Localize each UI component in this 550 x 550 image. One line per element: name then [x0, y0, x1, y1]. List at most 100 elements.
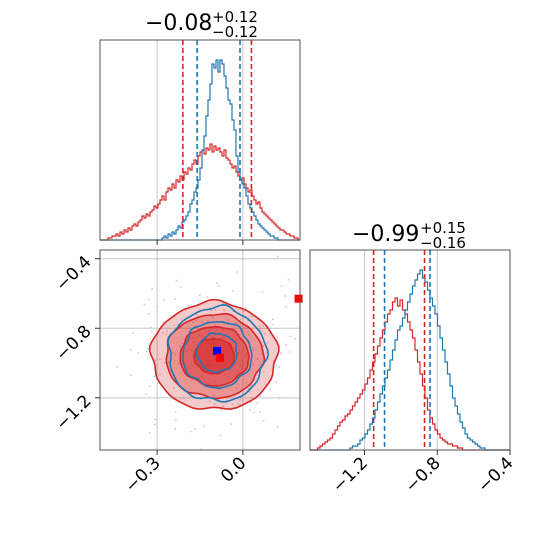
scatter-point [183, 339, 186, 341]
scatter-point [132, 332, 135, 334]
scatter-point [238, 351, 241, 354]
joint-frame [99, 249, 301, 451]
scatter-point [275, 381, 277, 383]
scatter-point [234, 340, 237, 343]
scatter-point [203, 336, 205, 339]
marker-red [216, 353, 224, 362]
scatter-point [238, 349, 241, 351]
scatter-point [237, 352, 240, 355]
scatter-point [194, 428, 197, 430]
scatter-point [195, 343, 198, 346]
scatter-point [242, 310, 245, 313]
param2-lower: −0.16 [420, 234, 466, 252]
scatter-point [159, 358, 161, 361]
scatter-point [249, 408, 251, 411]
scatter-point [232, 310, 235, 313]
scatter-point [276, 425, 279, 428]
scatter-point [218, 285, 220, 287]
marginal-y-ticks: −1.2 −0.8 −0.4 [329, 450, 518, 497]
scatter-point [253, 378, 256, 381]
scatter-point [210, 309, 213, 312]
scatter-point [229, 330, 231, 332]
scatter-point [192, 340, 195, 343]
scatter-point [259, 330, 262, 332]
scatter-point [236, 402, 239, 405]
scatter-point [237, 383, 239, 385]
scatter-point [154, 423, 156, 426]
scatter-point [177, 324, 180, 326]
scatter-point [145, 350, 148, 353]
scatter-point [272, 318, 274, 321]
marginal-y-hist-blue [310, 269, 510, 451]
marginal-y-tick-label: −0.4 [474, 453, 517, 496]
scatter-point [212, 315, 214, 318]
scatter-point [248, 334, 250, 336]
scatter-point [149, 385, 151, 388]
scatter-point [165, 333, 168, 336]
scatter-point [244, 306, 247, 309]
scatter-point [233, 347, 235, 350]
scatter-point [173, 324, 175, 326]
scatter-point [189, 430, 192, 433]
scatter-point [246, 352, 249, 354]
marginal-x-hist-red [100, 143, 300, 241]
scatter-point [167, 361, 169, 364]
scatter-point [181, 370, 183, 373]
scatter-point [200, 448, 203, 450]
scatter-point [154, 418, 157, 421]
scatter-point [193, 346, 195, 348]
scatter-point [130, 374, 132, 376]
scatter-point [259, 327, 261, 330]
scatter-point [199, 396, 201, 399]
marginal-y-panel: −1.2 −0.8 −0.4 −0.99 +0.15 −0.16 [309, 219, 518, 497]
scatter-point [266, 341, 269, 344]
scatter-point [195, 313, 197, 315]
scatter-point [237, 370, 239, 373]
scatter-point [280, 352, 282, 354]
scatter-point [191, 337, 194, 339]
scatter-point [279, 397, 281, 399]
scatter-point [247, 388, 250, 390]
marginal-x-hist-blue [100, 59, 300, 241]
scatter-point [189, 349, 191, 351]
scatter-point [234, 322, 237, 324]
scatter-point [222, 405, 225, 407]
scatter-point [239, 399, 241, 401]
scatter-point [256, 357, 259, 360]
scatter-point [156, 373, 159, 375]
marker-blue [213, 346, 222, 355]
scatter-point [247, 319, 250, 322]
scatter-point [222, 303, 225, 305]
scatter-point [232, 290, 234, 292]
scatter-point [235, 387, 238, 389]
joint-y-tick-label: −0.8 [52, 322, 95, 365]
scatter-point [191, 364, 193, 367]
scatter-point [276, 255, 279, 258]
scatter-point [264, 352, 267, 354]
scatter-point [213, 335, 215, 337]
scatter-point [239, 364, 242, 366]
scatter-point [151, 288, 153, 290]
joint-markers [213, 294, 303, 362]
marginal-y-frame [309, 249, 511, 451]
scatter-point [261, 353, 263, 355]
scatter-point [180, 286, 182, 288]
marginal-x-quantile-lines [182, 40, 253, 240]
scatter-point [116, 366, 118, 368]
scatter-point [209, 328, 211, 331]
scatter-point [214, 402, 216, 405]
scatter-point [217, 388, 220, 391]
blue-contour-level [182, 320, 253, 389]
scatter-point [210, 333, 212, 336]
scatter-point [172, 351, 175, 354]
scatter-point [159, 373, 161, 376]
scatter-point [220, 409, 223, 412]
scatter-point [156, 305, 158, 308]
scatter-point [224, 372, 226, 375]
scatter-point [250, 384, 252, 387]
blue-contour-level [167, 304, 270, 403]
scatter-point [213, 394, 215, 397]
scatter-point [272, 323, 274, 326]
scatter-point [147, 298, 150, 301]
scatter-point [179, 345, 181, 347]
